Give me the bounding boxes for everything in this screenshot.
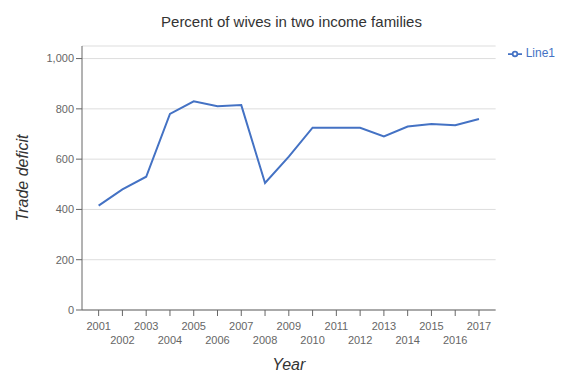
svg-text:2013: 2013 [372, 320, 396, 332]
svg-text:2009: 2009 [277, 320, 301, 332]
svg-text:Trade deficit: Trade deficit [14, 134, 31, 221]
svg-text:2008: 2008 [253, 334, 277, 346]
svg-text:800: 800 [56, 103, 74, 115]
svg-text:2016: 2016 [443, 334, 467, 346]
svg-text:2017: 2017 [467, 320, 491, 332]
svg-text:2001: 2001 [86, 320, 110, 332]
svg-text:2011: 2011 [325, 320, 349, 332]
svg-text:1,000: 1,000 [46, 52, 74, 64]
svg-text:0: 0 [68, 304, 74, 316]
svg-text:2002: 2002 [110, 334, 134, 346]
svg-text:600: 600 [56, 153, 74, 165]
svg-text:2004: 2004 [158, 334, 182, 346]
svg-text:200: 200 [56, 254, 74, 266]
svg-text:2010: 2010 [300, 334, 324, 346]
svg-text:400: 400 [56, 203, 74, 215]
svg-text:2015: 2015 [419, 320, 443, 332]
svg-text:2005: 2005 [181, 320, 205, 332]
svg-text:2006: 2006 [205, 334, 229, 346]
html-text:Line1: Line1 [525, 46, 555, 60]
svg-text:2007: 2007 [229, 320, 253, 332]
svg-text:2014: 2014 [395, 334, 419, 346]
html-text:Percent of wives in two income: Percent of wives in two income families [161, 13, 422, 30]
svg-text:2003: 2003 [134, 320, 158, 332]
svg-text:2012: 2012 [348, 334, 372, 346]
svg-text:Year: Year [272, 356, 306, 373]
